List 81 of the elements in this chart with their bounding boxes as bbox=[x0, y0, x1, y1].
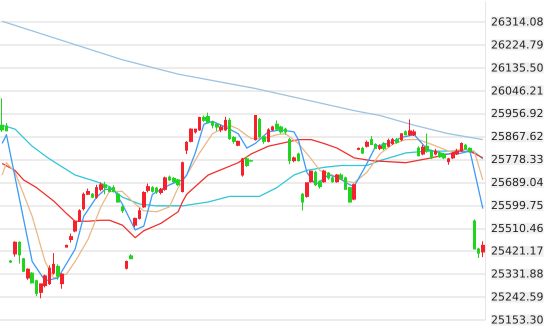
candlestick bbox=[365, 140, 369, 148]
candlestick bbox=[91, 192, 94, 199]
line-series bbox=[1, 124, 484, 206]
candlestick bbox=[185, 140, 188, 154]
candlestick bbox=[56, 264, 60, 280]
candlestick bbox=[116, 192, 120, 204]
candlestick bbox=[301, 192, 304, 211]
candlestick bbox=[468, 146, 472, 154]
candlestick bbox=[245, 156, 249, 168]
candlestick bbox=[9, 260, 12, 264]
candlestick bbox=[331, 176, 334, 184]
candlestick bbox=[215, 122, 219, 132]
candlestick bbox=[181, 161, 184, 193]
y-tick-label: 26135.50 bbox=[491, 61, 544, 74]
candlestick bbox=[481, 240, 485, 258]
candlestick bbox=[65, 244, 68, 248]
candlestick bbox=[155, 186, 158, 194]
candlestick bbox=[404, 130, 407, 136]
candlestick bbox=[112, 184, 115, 193]
candlestick bbox=[176, 178, 180, 187]
candlestick bbox=[13, 240, 17, 258]
candlestick bbox=[275, 120, 279, 132]
candlestick bbox=[125, 260, 128, 270]
candlestick bbox=[288, 138, 291, 165]
candlestick bbox=[417, 146, 420, 158]
line-series bbox=[1, 138, 484, 238]
candlestick bbox=[387, 138, 390, 148]
candlestick bbox=[129, 254, 133, 260]
candlestick bbox=[361, 146, 364, 154]
candlestick bbox=[236, 140, 240, 147]
candlestick bbox=[292, 156, 296, 163]
y-tick-label: 25421.17 bbox=[491, 244, 544, 258]
candlestick bbox=[327, 171, 330, 180]
candlestick bbox=[60, 272, 64, 290]
candlestick bbox=[370, 136, 373, 146]
candlestick bbox=[163, 176, 167, 192]
candlestick bbox=[447, 157, 450, 166]
y-tick-label: 25153.30 bbox=[491, 314, 544, 326]
y-tick-label: 25778.33 bbox=[491, 153, 544, 166]
candlestick bbox=[297, 152, 300, 162]
candlestick bbox=[382, 142, 386, 151]
candlestick bbox=[189, 128, 193, 143]
candlestick bbox=[151, 186, 154, 193]
y-tick-label: 25331.88 bbox=[491, 268, 544, 281]
candlestick bbox=[395, 138, 399, 144]
y-tick-label: 25599.75 bbox=[491, 198, 544, 212]
candlestick bbox=[442, 152, 446, 160]
candlestick bbox=[267, 128, 270, 143]
candlestick bbox=[0, 98, 4, 132]
candlestick bbox=[172, 176, 176, 184]
candlestick bbox=[198, 116, 201, 132]
candlestick bbox=[434, 148, 437, 156]
candlestick bbox=[378, 144, 382, 151]
candlestick bbox=[322, 169, 326, 184]
candlestick bbox=[103, 181, 107, 195]
candlestick bbox=[357, 147, 360, 151]
y-tick-label: 26314.08 bbox=[491, 16, 544, 29]
y-tick-label: 25510.46 bbox=[491, 222, 544, 235]
y-tick-label: 25867.62 bbox=[491, 130, 544, 144]
candlestick bbox=[335, 174, 339, 184]
candlestick bbox=[22, 257, 25, 273]
candlestick bbox=[438, 150, 442, 158]
y-tick-label: 25242.59 bbox=[491, 290, 544, 304]
candlestick bbox=[451, 151, 455, 160]
y-tick-label: 26224.79 bbox=[491, 38, 544, 52]
candlestick bbox=[254, 114, 257, 142]
candlestick bbox=[421, 144, 425, 156]
y-tick-label: 26046.21 bbox=[491, 84, 544, 98]
line-series bbox=[1, 20, 484, 140]
candlestick bbox=[26, 268, 30, 280]
candlestick bbox=[391, 138, 394, 146]
candlestick bbox=[400, 132, 403, 142]
candlestick bbox=[202, 114, 206, 122]
candlestick bbox=[241, 157, 244, 178]
y-tick-label: 25956.92 bbox=[491, 107, 544, 120]
y-tick-label: 25689.04 bbox=[491, 176, 544, 189]
candlestick bbox=[352, 183, 356, 201]
candlestick bbox=[69, 233, 73, 244]
candlestick bbox=[121, 204, 124, 214]
candlestick bbox=[408, 118, 412, 137]
candlestick bbox=[18, 240, 21, 264]
